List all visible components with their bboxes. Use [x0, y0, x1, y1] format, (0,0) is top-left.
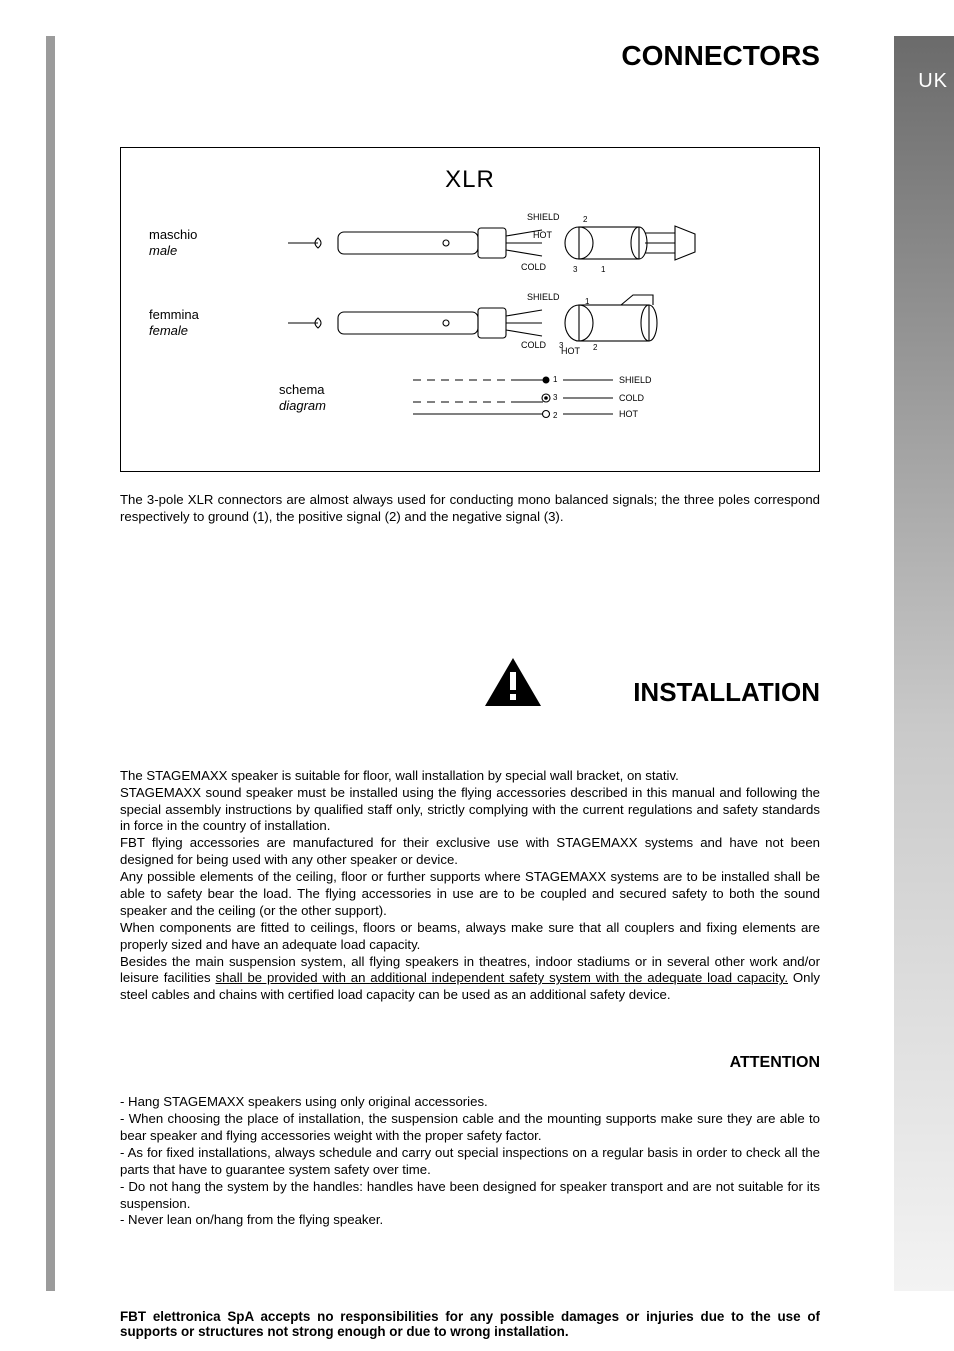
xlr-schematic-icon: 1 3 2 SHIELD COLD HOT — [413, 368, 733, 428]
svg-text:1: 1 — [553, 375, 558, 384]
pin-label: COLD — [521, 262, 547, 272]
svg-text:1: 1 — [585, 297, 590, 306]
installation-body: The STAGEMAXX speaker is suitable for fl… — [120, 768, 820, 1004]
attention-item: - Never lean on/hang from the flying spe… — [120, 1212, 820, 1229]
installation-header-row: INSTALLATION — [120, 656, 820, 708]
attention-item: - When choosing the place of installatio… — [120, 1111, 820, 1145]
attention-title: ATTENTION — [120, 1054, 820, 1072]
label-en: diagram — [279, 398, 326, 413]
label-en: male — [149, 243, 177, 258]
svg-text:3: 3 — [553, 393, 558, 402]
warning-triangle-icon — [483, 656, 543, 708]
brand-main: MaxX — [948, 690, 954, 782]
attention-item: - Do not hang the system by the handles:… — [120, 1179, 820, 1213]
pin-label: SHIELD — [527, 212, 560, 222]
xlr-diagram-box: XLR maschio male — [120, 147, 820, 472]
svg-text:SHIELD: SHIELD — [527, 292, 560, 302]
label-it: maschio — [149, 227, 197, 242]
svg-text:HOT: HOT — [619, 409, 639, 419]
country-code: UK — [918, 70, 948, 93]
diagram-row-schema: schema diagram 1 3 2 — [149, 368, 791, 428]
row-label-female: femmina female — [149, 307, 235, 340]
diagram-row-female: femmina female SHIE — [149, 288, 791, 358]
svg-text:SHIELD: SHIELD — [619, 375, 652, 385]
label-it: schema — [279, 382, 325, 397]
svg-text:2: 2 — [583, 215, 588, 224]
svg-text:2: 2 — [553, 411, 558, 420]
connectors-body-text: The 3-pole XLR connectors are almost alw… — [120, 492, 820, 526]
install-p2: STAGEMAXX sound speaker must be installe… — [120, 785, 820, 836]
label-en: female — [149, 323, 188, 338]
page-title: CONNECTORS — [120, 40, 820, 72]
svg-text:3: 3 — [559, 341, 564, 350]
diagram-title: XLR — [149, 166, 791, 194]
brand-prefix: Stage — [948, 787, 954, 881]
attention-item: - As for fixed installations, always sch… — [120, 1145, 820, 1179]
install-p5: When components are fitted to ceilings, … — [120, 920, 820, 954]
disclaimer-text: FBT elettronica SpA accepts no responsib… — [120, 1309, 820, 1339]
install-p6u: shall be provided with an additional ind… — [215, 970, 788, 985]
installation-title: INSTALLATION — [633, 677, 820, 708]
side-gradient-strip — [894, 36, 954, 1291]
svg-text:2: 2 — [593, 343, 598, 352]
pin-label: HOT — [533, 230, 553, 240]
xlr-female-icon: SHIELD COLD HOT 1 3 2 — [283, 288, 723, 358]
diagram-row-male: maschio male — [149, 208, 791, 278]
page-number: 15 — [914, 1298, 936, 1321]
install-p3: FBT flying accessories are manufactured … — [120, 835, 820, 869]
left-rule — [46, 36, 55, 1291]
attention-list: - Hang STAGEMAXX speakers using only ori… — [120, 1094, 820, 1229]
attention-item: - Hang STAGEMAXX speakers using only ori… — [120, 1094, 820, 1111]
svg-text:COLD: COLD — [521, 340, 547, 350]
content-area: CONNECTORS XLR maschio male — [120, 40, 820, 1339]
xlr-male-icon: SHIELD HOT COLD 2 3 1 — [283, 208, 723, 278]
row-label-schema: schema diagram — [279, 382, 365, 415]
side-brand: Stage MaxX 12Ma — [948, 640, 954, 881]
svg-text:1: 1 — [601, 265, 606, 274]
install-p6: Besides the main suspension system, all … — [120, 954, 820, 1005]
page: UK Stage MaxX 12Ma 15 CONNECTORS XLR mas… — [0, 0, 954, 1351]
install-p1: The STAGEMAXX speaker is suitable for fl… — [120, 768, 820, 785]
install-p4: Any possible elements of the ceiling, fl… — [120, 869, 820, 920]
svg-text:HOT: HOT — [561, 346, 581, 356]
row-label-male: maschio male — [149, 227, 235, 260]
svg-text:COLD: COLD — [619, 393, 645, 403]
label-it: femmina — [149, 307, 199, 322]
svg-text:3: 3 — [573, 265, 578, 274]
